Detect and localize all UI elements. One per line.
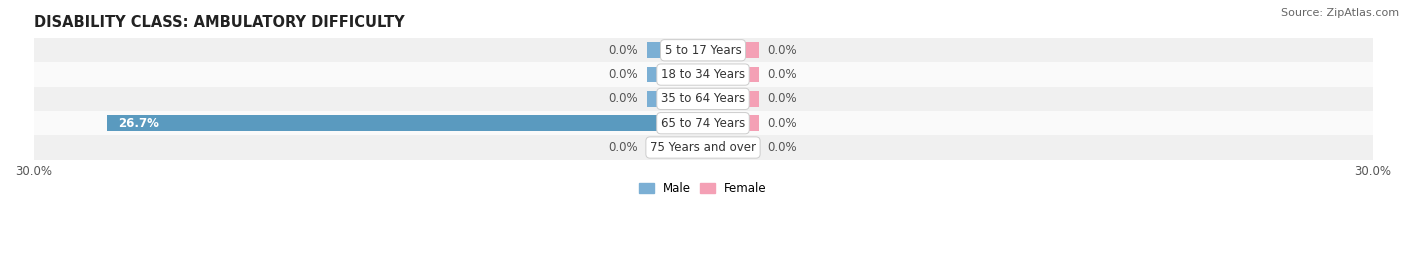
Bar xyxy=(34,62,1372,87)
Bar xyxy=(703,115,759,131)
Bar xyxy=(703,42,759,58)
Text: 35 to 64 Years: 35 to 64 Years xyxy=(661,92,745,105)
Text: 0.0%: 0.0% xyxy=(768,117,797,130)
Bar xyxy=(647,67,703,83)
Text: 0.0%: 0.0% xyxy=(768,44,797,57)
Bar xyxy=(647,91,703,107)
Text: 0.0%: 0.0% xyxy=(609,68,638,81)
Text: 0.0%: 0.0% xyxy=(768,68,797,81)
Bar xyxy=(703,67,759,83)
Text: 75 Years and over: 75 Years and over xyxy=(650,141,756,154)
Bar xyxy=(34,38,1372,62)
Text: 0.0%: 0.0% xyxy=(609,92,638,105)
Text: DISABILITY CLASS: AMBULATORY DIFFICULTY: DISABILITY CLASS: AMBULATORY DIFFICULTY xyxy=(34,15,404,30)
Text: 0.0%: 0.0% xyxy=(609,44,638,57)
Text: 18 to 34 Years: 18 to 34 Years xyxy=(661,68,745,81)
Bar xyxy=(703,140,759,155)
Bar xyxy=(34,87,1372,111)
Legend: Male, Female: Male, Female xyxy=(634,178,772,200)
Bar xyxy=(107,115,703,131)
Text: 0.0%: 0.0% xyxy=(768,92,797,105)
Text: 5 to 17 Years: 5 to 17 Years xyxy=(665,44,741,57)
Bar xyxy=(647,140,703,155)
Bar xyxy=(34,135,1372,160)
Text: 0.0%: 0.0% xyxy=(768,141,797,154)
Text: 0.0%: 0.0% xyxy=(609,141,638,154)
Text: Source: ZipAtlas.com: Source: ZipAtlas.com xyxy=(1281,8,1399,18)
Text: 26.7%: 26.7% xyxy=(118,117,159,130)
Bar xyxy=(703,91,759,107)
Text: 65 to 74 Years: 65 to 74 Years xyxy=(661,117,745,130)
Bar xyxy=(647,42,703,58)
Bar xyxy=(34,111,1372,135)
